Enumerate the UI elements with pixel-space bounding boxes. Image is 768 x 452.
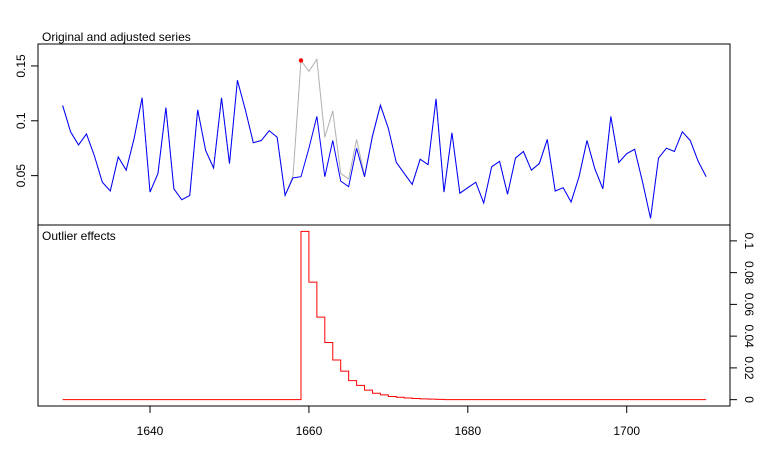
top-y-tick-label: 0.1 xyxy=(14,112,28,129)
bottom-y-tick-label: 0 xyxy=(742,396,756,403)
x-tick-label: 1680 xyxy=(454,424,481,438)
top-y-tick-label: 0.15 xyxy=(14,54,28,78)
outlier-effects-panel: 0 0.02 0.04 0.06 0.08 0.1 1640 1660 1680 1700 xyxy=(37,224,756,438)
bottom-y-tick-label: 0.02 xyxy=(742,356,756,380)
top-panel-title: Original and adjusted series xyxy=(42,30,191,44)
bottom-y-tick-label: 0.1 xyxy=(742,233,756,250)
bottom-y-tick-label: 0.04 xyxy=(742,324,756,348)
adjusted-series-line xyxy=(62,80,707,219)
bottom-y-tick-label: 0.06 xyxy=(742,293,756,317)
x-tick-label: 1660 xyxy=(296,424,323,438)
x-tick-label: 1640 xyxy=(137,424,164,438)
outlier-point xyxy=(298,58,304,63)
bottom-panel-frame xyxy=(37,224,731,407)
top-y-tick-label: 0.05 xyxy=(14,164,28,188)
outlier-effects-step-line xyxy=(62,230,707,401)
bottom-panel-title: Outlier effects xyxy=(42,229,116,243)
bottom-y-tick-label: 0.08 xyxy=(742,261,756,285)
x-tick-label: 1700 xyxy=(613,424,640,438)
